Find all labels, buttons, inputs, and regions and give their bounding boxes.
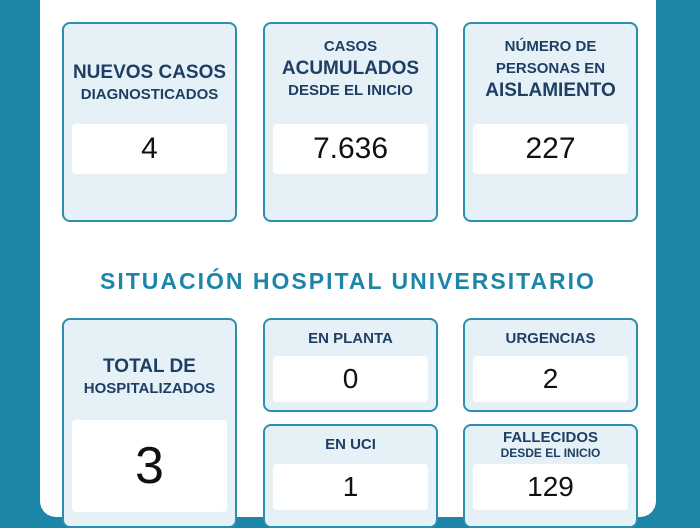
- card-accumulated-title-1: CASOS: [323, 38, 378, 55]
- total-hospitalized-value: 3: [72, 420, 227, 512]
- emergency-value: 2: [473, 356, 628, 402]
- icu-value: 1: [273, 464, 428, 510]
- card-isolation: NÚMERO DE PERSONAS EN AISLAMIENTO 227: [463, 22, 638, 222]
- card-total-title-1: TOTAL DE: [103, 356, 196, 377]
- card-ward: EN PLANTA 0: [263, 318, 438, 412]
- card-accumulated-cases: CASOS ACUMULADOS DESDE EL INICIO 7.636: [263, 22, 438, 222]
- deaths-value: 129: [473, 464, 628, 510]
- card-emergency-title: URGENCIAS: [505, 330, 596, 347]
- card-deaths-title-2: DESDE EL INICIO: [500, 446, 601, 460]
- card-isolation-title-2: PERSONAS EN: [495, 60, 606, 77]
- card-accumulated-title-3: DESDE EL INICIO: [288, 82, 413, 99]
- section-title: SITUACIÓN HOSPITAL UNIVERSITARIO: [100, 268, 596, 294]
- card-icu: EN UCI 1: [263, 424, 438, 528]
- card-total-title-2: HOSPITALIZADOS: [83, 380, 216, 397]
- card-new-cases: NUEVOS CASOS DIAGNOSTICADOS 4: [62, 22, 237, 222]
- card-deaths: FALLECIDOS DESDE EL INICIO 129: [463, 424, 638, 528]
- card-new-cases-title-1: NUEVOS CASOS: [72, 62, 227, 83]
- card-emergency: URGENCIAS 2: [463, 318, 638, 412]
- card-total-hospitalized: TOTAL DE HOSPITALIZADOS 3: [62, 318, 237, 528]
- card-isolation-title-3: AISLAMIENTO: [485, 80, 616, 101]
- card-isolation-title-1: NÚMERO DE: [504, 38, 597, 55]
- card-ward-title: EN PLANTA: [308, 330, 393, 347]
- card-deaths-title-1: FALLECIDOS: [502, 429, 598, 446]
- card-new-cases-title-2: DIAGNOSTICADOS: [80, 86, 219, 103]
- card-accumulated-title-2: ACUMULADOS: [281, 58, 420, 79]
- isolation-value: 227: [473, 124, 628, 174]
- accumulated-cases-value: 7.636: [273, 124, 428, 174]
- card-icu-title: EN UCI: [325, 436, 376, 453]
- ward-value: 0: [273, 356, 428, 402]
- new-cases-value: 4: [72, 124, 227, 174]
